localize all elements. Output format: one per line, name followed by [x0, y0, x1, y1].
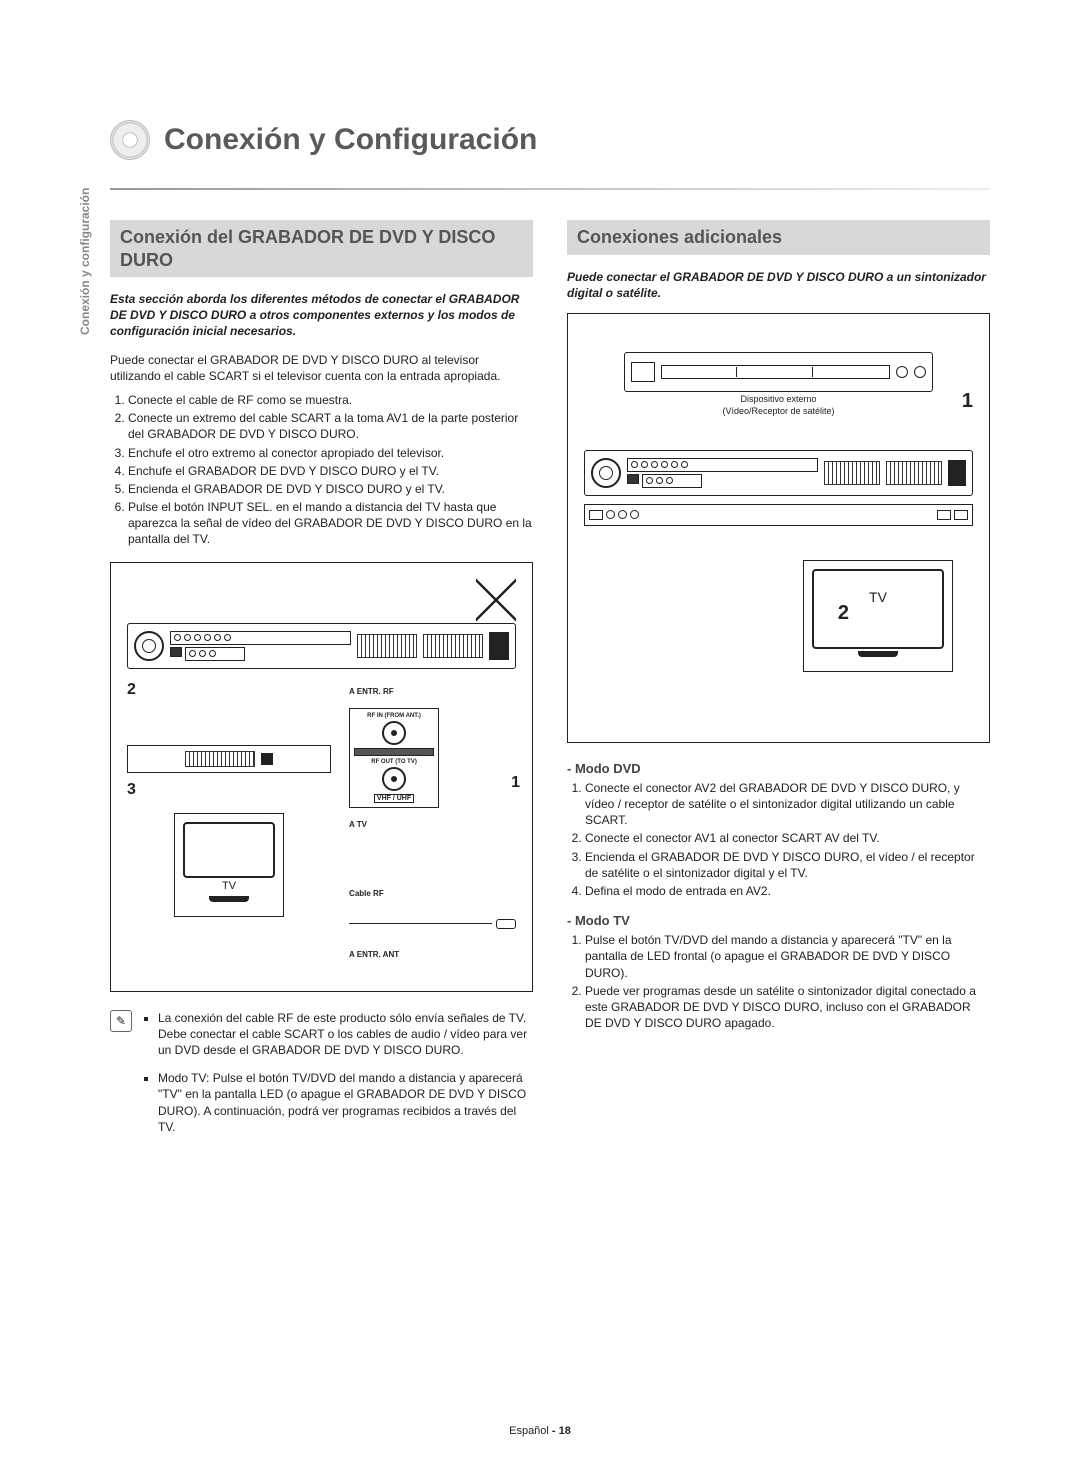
footer-page: - 18 — [549, 1425, 571, 1437]
scart-port — [185, 751, 255, 767]
rf-out-label: RF OUT (TO TV) — [354, 759, 434, 765]
disc-icon — [110, 120, 150, 160]
port-strip — [627, 458, 818, 472]
tv-screen — [183, 822, 275, 878]
scart-port — [357, 634, 417, 658]
tv-scart-panel — [127, 745, 331, 773]
step: Encienda el GRABADOR DE DVD Y DISCO DURO… — [585, 849, 990, 881]
port-strip — [185, 647, 245, 661]
slot — [631, 362, 655, 382]
label-ant: A ENTR. ANT — [349, 950, 516, 959]
section-heading-left: Conexión del GRABADOR DE DVD Y DISCO DUR… — [110, 220, 533, 277]
port — [170, 647, 182, 657]
diagram-number-1: 1 — [511, 774, 520, 792]
modo-dvd-steps: Conecte el conector AV2 del GRABADOR DE … — [567, 780, 990, 899]
diagram-number-2: 2 — [127, 681, 136, 699]
step: Conecte un extremo del cable SCART a la … — [128, 410, 533, 442]
step: Defina el modo de entrada en AV2. — [585, 883, 990, 899]
scart-port — [423, 634, 483, 658]
scart-port — [824, 461, 880, 485]
step: Pulse el botón TV/DVD del mando a distan… — [585, 932, 990, 981]
page-title: Conexión y Configuración — [164, 123, 537, 157]
port — [627, 474, 639, 484]
tv-stand — [209, 896, 249, 902]
section-heading-right: Conexiones adicionales — [567, 220, 990, 255]
left-para: Puede conectar el GRABADOR DE DVD Y DISC… — [110, 352, 533, 384]
tv-stand — [858, 651, 898, 657]
modo-tv-heading: - Modo TV — [567, 913, 990, 928]
fan-icon — [591, 458, 621, 488]
footer-lang: Español — [509, 1425, 549, 1437]
title-underline — [110, 188, 990, 190]
step: Conecte el conector AV2 del GRABADOR DE … — [585, 780, 990, 829]
connector-bar — [584, 504, 973, 526]
step: Encienda el GRABADOR DE DVD Y DISCO DURO… — [128, 481, 533, 497]
step: Enchufe el otro extremo al conector apro… — [128, 445, 533, 461]
tv-device: TV — [174, 813, 284, 917]
power-port — [948, 460, 966, 486]
left-intro: Esta sección aborda los diferentes métod… — [110, 291, 533, 340]
step: Conecte el cable de RF como se muestra. — [128, 392, 533, 408]
fan-icon — [134, 631, 164, 661]
tv-screen: TV — [812, 569, 944, 649]
ext-device-sublabel: (Vídeo/Receptor de satélite) — [584, 406, 973, 416]
left-steps: Conecte el cable de RF como se muestra. … — [110, 392, 533, 548]
diagram-number-1: 1 — [962, 390, 973, 413]
ext-device-label: Dispositivo externo — [584, 394, 973, 404]
label-cable-rf: Cable RF — [349, 889, 516, 898]
coax-port-icon — [382, 721, 406, 745]
side-tab: Conexión y configuración — [78, 188, 92, 335]
external-device — [624, 352, 933, 392]
right-intro: Puede conectar el GRABADOR DE DVD Y DISC… — [567, 269, 990, 301]
label-rf-in: A ENTR. RF — [349, 687, 516, 696]
step: Conecte el conector AV1 al conector SCAR… — [585, 830, 990, 846]
left-diagram: 2 3 TV A — [110, 562, 533, 992]
note-icon: ✎ — [110, 1010, 132, 1032]
rf-in-label: RF IN (FROM ANT.) — [354, 713, 434, 719]
coax-port-icon — [382, 767, 406, 791]
step: Enchufe el GRABADOR DE DVD Y DISCO DURO … — [128, 463, 533, 479]
note-item: Modo TV: Pulse el botón TV/DVD del mando… — [158, 1070, 533, 1135]
page-title-row: Conexión y Configuración — [110, 120, 990, 160]
modo-dvd-heading: - Modo DVD — [567, 761, 990, 776]
power-port — [489, 632, 509, 660]
step: Puede ver programas desde un satélite o … — [585, 983, 990, 1032]
note-item: La conexión del cable RF de este product… — [158, 1010, 533, 1059]
right-column: Conexiones adicionales Puede conectar el… — [567, 220, 990, 1147]
step: Pulse el botón INPUT SEL. en el mando a … — [128, 499, 533, 548]
rf-module: RF IN (FROM ANT.) RF OUT (TO TV) VHF / U… — [349, 708, 439, 808]
recorder-panel — [584, 450, 973, 496]
cable-plug-icon — [496, 919, 516, 929]
note-block: ✎ La conexión del cable RF de este produ… — [110, 1010, 533, 1147]
port-strip — [170, 631, 351, 645]
separator — [354, 748, 434, 756]
left-column: Conexión del GRABADOR DE DVD Y DISCO DUR… — [110, 220, 533, 1147]
antenna-icon — [476, 577, 516, 623]
scart-port — [886, 461, 942, 485]
page-footer: Español - 18 — [0, 1425, 1080, 1437]
tv-device: TV — [803, 560, 953, 672]
port — [261, 753, 273, 765]
modo-tv-steps: Pulse el botón TV/DVD del mando a distan… — [567, 932, 990, 1031]
diagram-number-3: 3 — [127, 781, 136, 799]
right-diagram: 1 2 Dispositivo externo (Vídeo/Receptor … — [567, 313, 990, 743]
recorder-panel — [127, 623, 516, 669]
tv-label: TV — [183, 880, 275, 892]
vhf-label: VHF / UHF — [374, 794, 414, 803]
label-a-tv: A TV — [349, 820, 516, 829]
port-strip — [642, 474, 702, 488]
